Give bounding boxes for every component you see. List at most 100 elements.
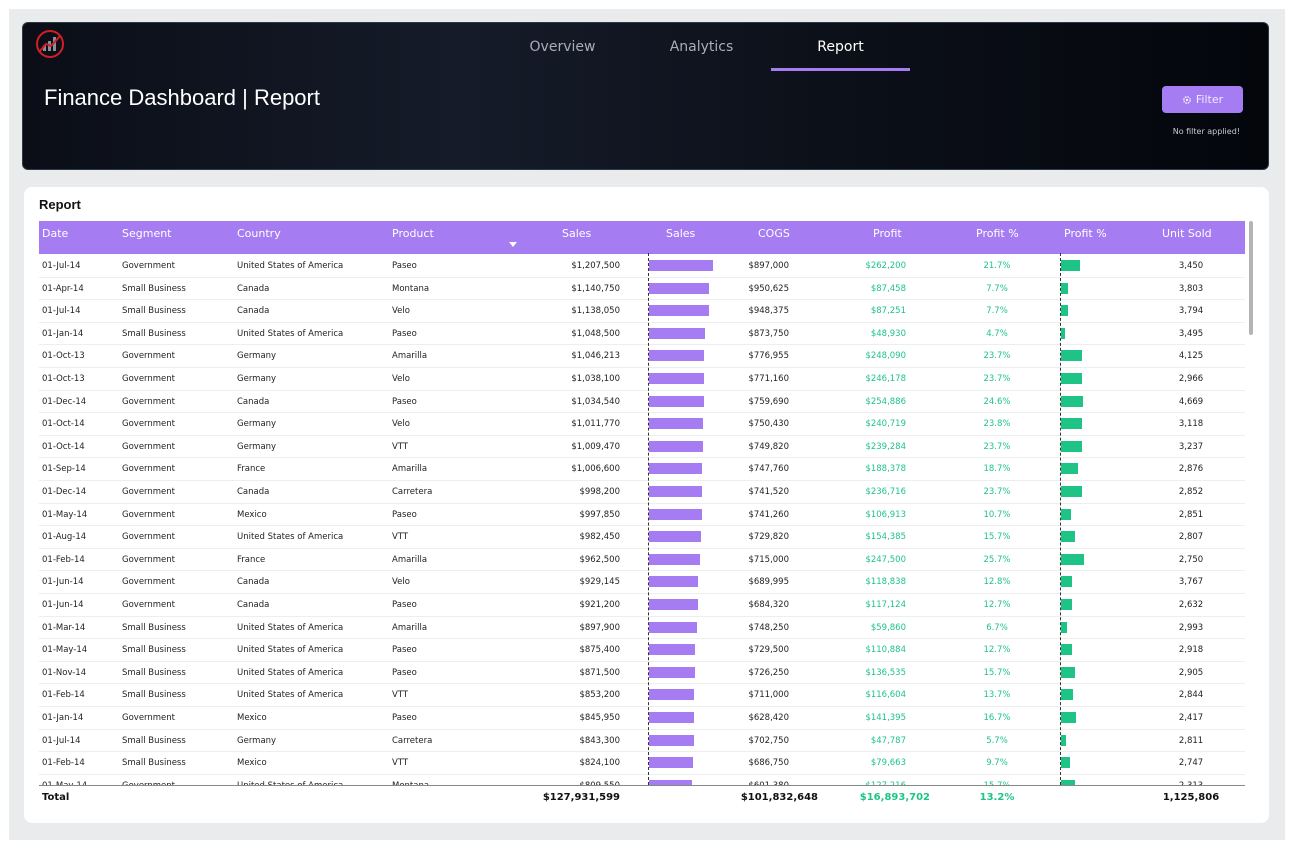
cell-profit: $246,178 <box>865 374 906 384</box>
cell-product: Paseo <box>392 713 417 723</box>
tab-analytics[interactable]: Analytics <box>669 39 734 55</box>
cell-unit-sold: 2,313 <box>1156 775 1226 785</box>
profit-pct-bar <box>1061 282 1068 294</box>
cell-profit-pct: 23.7% <box>983 374 1011 384</box>
cell-unit-sold: 3,803 <box>1178 283 1204 294</box>
cell-product: Paseo <box>392 600 417 610</box>
cell-country: United States of America <box>237 622 344 633</box>
cell-product: VTT <box>392 690 409 701</box>
cell-country: Germany <box>237 735 277 746</box>
col-header-profit-pct-bar[interactable]: Profit % <box>1064 227 1107 240</box>
profit-pct-bar-axis <box>1060 253 1061 785</box>
cell-sales: $843,300 <box>579 735 620 746</box>
cell-product: Amarilla <box>392 464 428 475</box>
cell-sales: $875,400 <box>579 645 620 656</box>
col-header-sales-bar[interactable]: Sales <box>666 227 696 240</box>
cell-unit-sold: 3,450 <box>1178 261 1204 271</box>
col-header-product[interactable]: Product <box>392 227 434 240</box>
cell-profit-pct: 6.7% <box>986 622 1008 633</box>
cell-country: Canada <box>237 577 270 588</box>
table-row[interactable]: 01-Mar-14 Small Business United States of … <box>39 617 1245 640</box>
cell-segment: Small Business <box>122 328 186 339</box>
table-row[interactable]: 01-Oct-13 Government Germany Amarilla $1,046… <box>39 345 1245 368</box>
cell-country: Germany <box>237 441 277 452</box>
col-header-profit[interactable]: Profit <box>873 227 902 240</box>
cell-product: Amarilla <box>392 622 428 633</box>
tab-overview[interactable]: Overview <box>529 39 596 55</box>
profit-pct-bar <box>1061 395 1083 407</box>
table-row[interactable]: 01-Jul-14 Government United States of Amer… <box>39 255 1245 278</box>
cell-profit: $236,716 <box>865 487 906 497</box>
table-body[interactable]: 01-Jul-14 Government United States of Amer… <box>39 255 1245 785</box>
profit-pct-bar <box>1061 712 1076 723</box>
cell-cogs: $750,430 <box>748 419 789 430</box>
table-row[interactable]: 01-Apr-14 Small Business Canada Montana $1,1… <box>39 278 1245 301</box>
dashboard-header: Overview Analytics Report Finance Dashbo… <box>22 22 1269 170</box>
cell-sales: $921,200 <box>579 600 620 610</box>
col-header-date[interactable]: Date <box>42 227 69 240</box>
col-header-segment[interactable]: Segment <box>122 227 172 240</box>
table-row[interactable]: 01-Jan-14 Government Mexico Paseo $845,950 $6… <box>39 707 1245 730</box>
cell-date: 01-May-14 <box>42 509 88 520</box>
cell-profit-pct: 23.8% <box>983 419 1011 430</box>
table-row[interactable]: 01-Jul-14 Small Business Germany Carretera $… <box>39 730 1245 753</box>
table-row[interactable]: 01-Nov-14 Small Business United States of … <box>39 662 1245 685</box>
cell-cogs: $897,000 <box>748 261 789 271</box>
table-row[interactable]: 01-Feb-14 Government France Amarilla $962,50… <box>39 549 1245 572</box>
sales-bar <box>649 418 703 430</box>
sales-bar <box>649 350 705 362</box>
cell-segment: Government <box>122 374 176 384</box>
table-row[interactable]: 01-May-14 Government Mexico Paseo $997,850 $7… <box>39 504 1245 527</box>
table-row[interactable]: 01-Oct-14 Government Germany Velo $1,011,770… <box>39 413 1245 436</box>
cell-product: Velo <box>392 374 410 384</box>
cell-country: Germany <box>237 419 277 430</box>
sales-bar <box>649 779 692 785</box>
total-label: Total <box>42 792 70 803</box>
table-row[interactable]: 01-Oct-13 Government Germany Velo $1,038,100… <box>39 368 1245 391</box>
cell-profit-pct: 9.7% <box>986 758 1008 769</box>
profit-pct-bar <box>1061 779 1076 785</box>
cell-segment: Government <box>122 261 176 271</box>
cell-product: Montana <box>392 283 430 294</box>
tab-report[interactable]: Report <box>771 23 910 71</box>
cell-segment: Small Business <box>122 306 186 317</box>
col-header-country[interactable]: Country <box>237 227 281 240</box>
table-row[interactable]: 01-Aug-14 Government United States of Amer… <box>39 526 1245 549</box>
profit-pct-bar <box>1061 350 1083 362</box>
filter-button[interactable]: Filter <box>1162 86 1243 113</box>
table-row[interactable]: 01-Jul-14 Small Business Canada Velo $1,138,… <box>39 300 1245 323</box>
table-row[interactable]: 01-Feb-14 Small Business Mexico VTT $824,100… <box>39 752 1245 775</box>
cell-profit: $141,395 <box>865 713 906 723</box>
cell-segment: Small Business <box>122 735 186 746</box>
table-row[interactable]: 01-Dec-14 Government Canada Paseo $1,034,540… <box>39 391 1245 414</box>
cell-country: United States of America <box>237 261 344 271</box>
table-total-row: Total $127,931,599 $101,832,648 $16,893,… <box>39 785 1245 812</box>
table-row[interactable]: 01-Feb-14 Small Business United States of … <box>39 684 1245 707</box>
col-header-sales[interactable]: Sales <box>562 227 592 240</box>
table-row[interactable]: 01-Jun-14 Government Canada Paseo $921,200 $6… <box>39 594 1245 617</box>
cell-unit-sold: 2,844 <box>1178 690 1204 701</box>
table-row[interactable]: 01-Jun-14 Government Canada Velo $929,145 $68… <box>39 571 1245 594</box>
cell-profit-pct: 5.7% <box>986 735 1008 746</box>
col-header-profit-pct[interactable]: Profit % <box>976 227 1019 240</box>
table-row[interactable]: 01-Jan-14 Small Business United States of … <box>39 323 1245 346</box>
col-header-unit-sold[interactable]: Unit Sold <box>1162 227 1212 240</box>
total-profit: $16,893,702 <box>859 792 930 803</box>
cell-country: France <box>237 464 266 475</box>
cell-cogs: $950,625 <box>748 283 789 294</box>
table-row[interactable]: 01-May-14 Government United States of Amer… <box>39 775 1245 785</box>
table-row[interactable]: 01-Sep-14 Government France Amarilla $1,006,… <box>39 458 1245 481</box>
cell-unit-sold: 2,966 <box>1178 374 1204 384</box>
cell-profit-pct: 16.7% <box>983 713 1011 723</box>
cell-segment: Government <box>122 532 176 543</box>
profit-pct-bar <box>1061 463 1078 475</box>
cell-profit: $247,500 <box>865 554 906 565</box>
col-header-cogs[interactable]: COGS <box>758 227 790 240</box>
table-scrollbar[interactable] <box>1249 221 1253 335</box>
sort-descending-icon[interactable] <box>509 242 517 247</box>
cell-sales: $871,500 <box>579 667 620 678</box>
table-row[interactable]: 01-Oct-14 Government Germany VTT $1,009,470 $… <box>39 436 1245 459</box>
table-row[interactable]: 01-Dec-14 Government Canada Carretera $998,2… <box>39 481 1245 504</box>
cell-cogs: $711,000 <box>748 690 789 701</box>
table-row[interactable]: 01-May-14 Small Business United States of … <box>39 639 1245 662</box>
